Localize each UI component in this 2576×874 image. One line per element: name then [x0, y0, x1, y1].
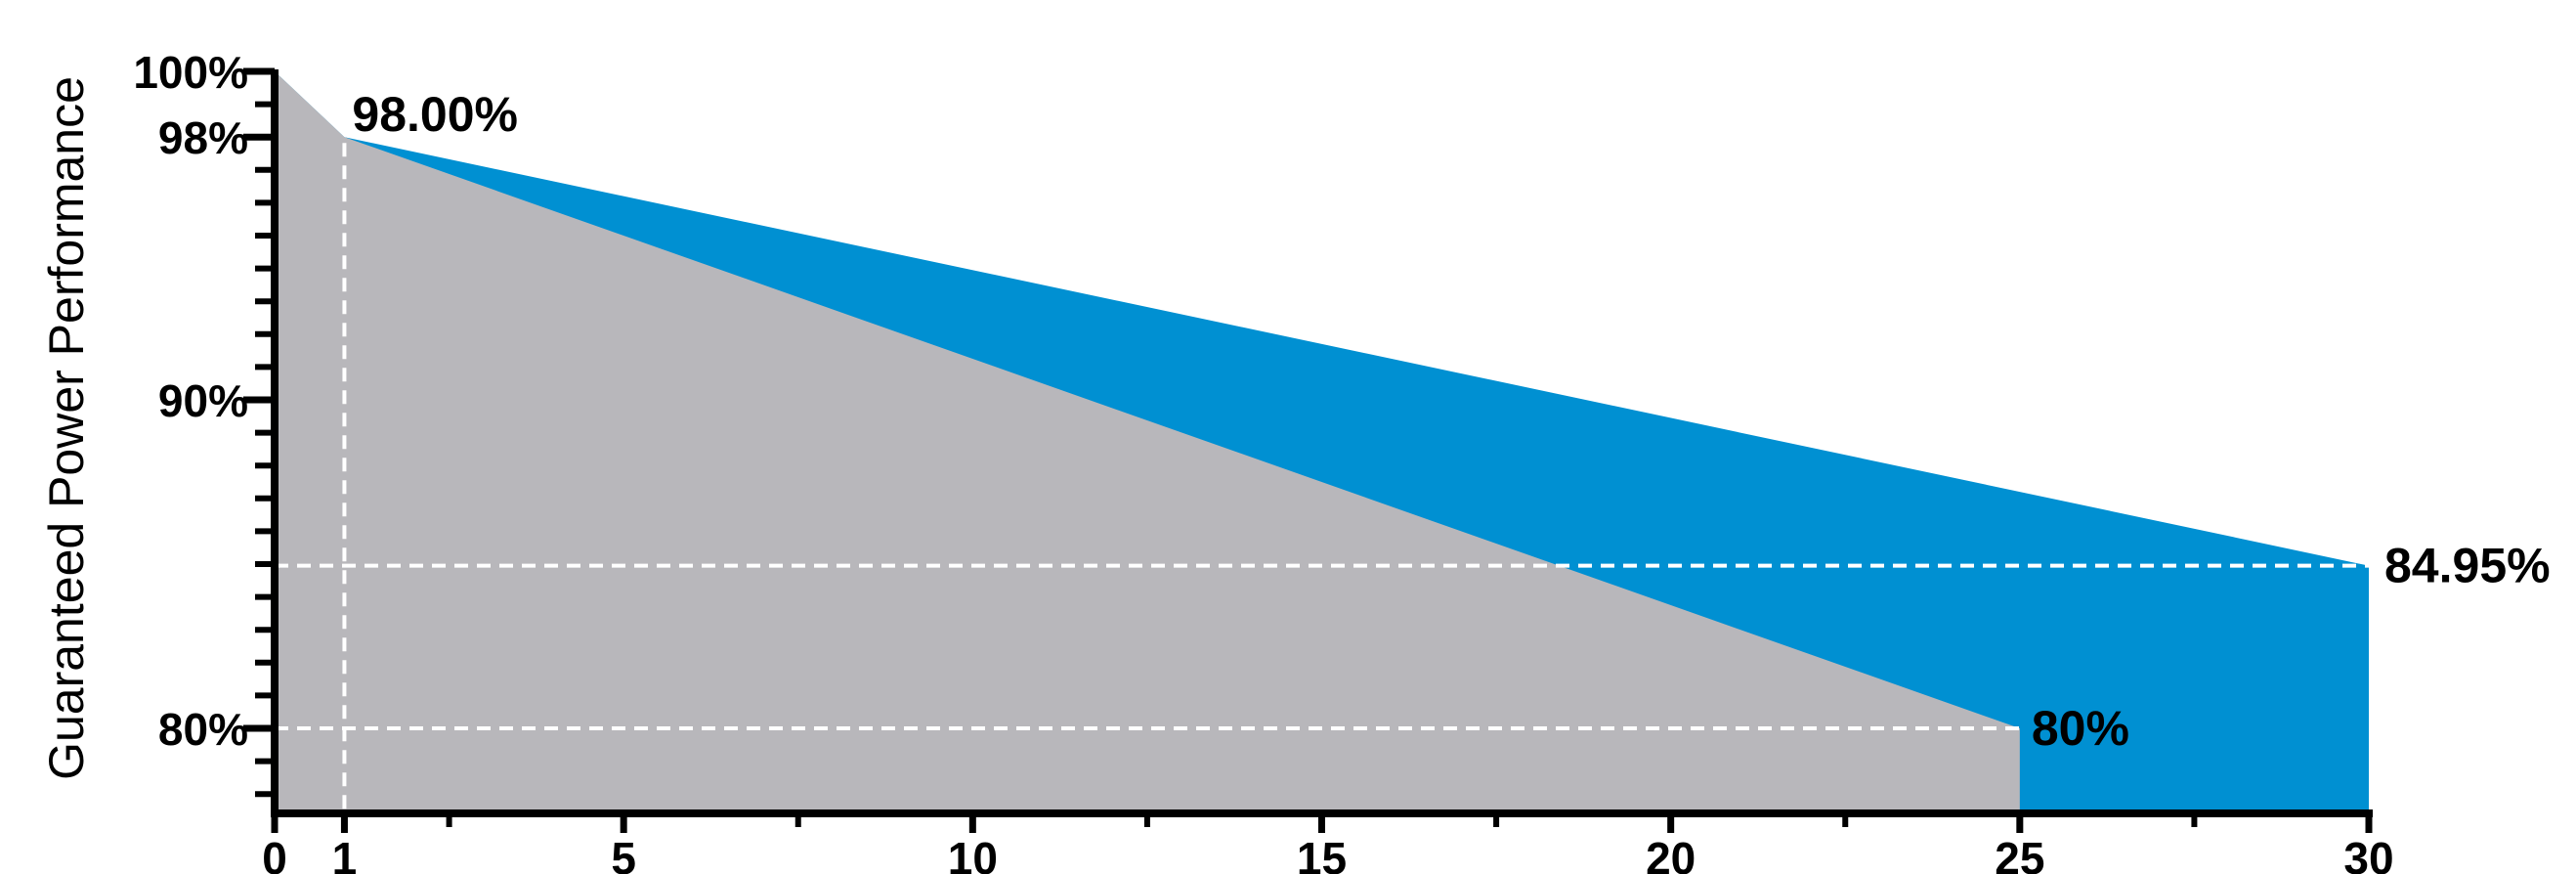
area-standard-series — [275, 71, 2020, 813]
x-tick-label: 15 — [1297, 833, 1347, 874]
data-label: 80% — [2032, 701, 2129, 756]
annotations: 98.00% 84.95% 80% — [352, 87, 2550, 756]
data-label: 98.00% — [352, 87, 518, 142]
x-tick-label: 5 — [611, 833, 636, 874]
x-tick-label: 25 — [1995, 833, 2044, 874]
y-tick-label: 90% — [158, 375, 248, 426]
x-tick-label: 1 — [332, 833, 358, 874]
y-tick-label: 98% — [158, 112, 248, 163]
y-tick-label: 100% — [133, 47, 248, 98]
x-axis-ticks: 0 1 5 10 15 20 25 30 — [262, 813, 2394, 874]
y-axis-title: Guaranteed Power Performance — [39, 76, 94, 780]
y-axis-ticks: 100% 98% 90% 80% — [133, 47, 275, 755]
x-tick-label: 30 — [2343, 833, 2393, 874]
y-tick-label: 80% — [158, 704, 248, 755]
x-tick-label: 10 — [948, 833, 998, 874]
reference-lines — [275, 143, 2369, 813]
x-tick-label: 20 — [1646, 833, 1696, 874]
data-label: 84.95% — [2384, 539, 2551, 593]
area-series — [275, 71, 2369, 813]
x-tick-label: 0 — [262, 833, 287, 874]
